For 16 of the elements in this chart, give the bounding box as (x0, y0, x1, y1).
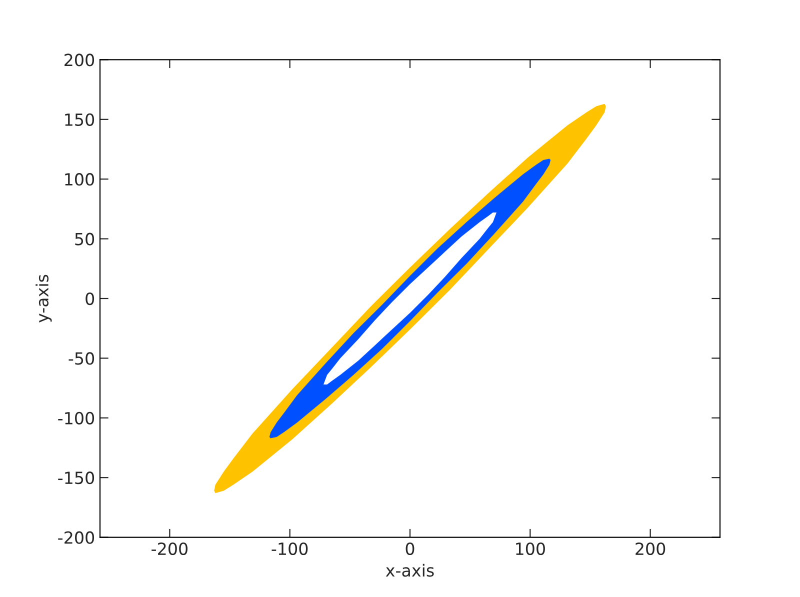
y-tick-label: -50 (68, 352, 94, 365)
x-tick-label: 200 (636, 542, 666, 556)
y-tick-label: -200 (58, 531, 94, 544)
x-tick-label: 0 (406, 542, 414, 556)
y-tick-label: -150 (58, 472, 94, 484)
y-tick-label: -100 (58, 412, 94, 424)
x-tick-label: 100 (516, 542, 545, 556)
x-axis-title: x-axis (386, 564, 434, 577)
x-tick-label: -200 (152, 542, 188, 556)
y-tick-label: 0 (86, 292, 94, 306)
y-tick-label: 50 (75, 232, 94, 246)
x-tick-label: -100 (272, 542, 308, 556)
y-tick-label: 200 (64, 54, 94, 66)
y-tick-label: 150 (65, 113, 94, 126)
y-axis-title: y-axis (36, 274, 52, 322)
y-tick-label: 100 (65, 173, 94, 186)
